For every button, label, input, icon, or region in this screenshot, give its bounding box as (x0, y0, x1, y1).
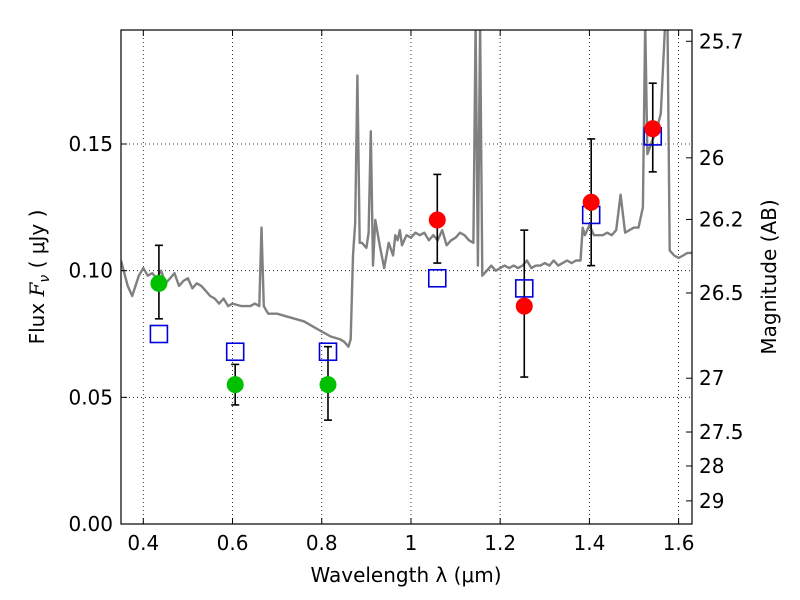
right-tick-label: 26.5 (699, 281, 744, 305)
observed-point-red (582, 193, 600, 211)
x-tick-label: 1 (405, 531, 418, 555)
y-axis-right-title: Magnitude (AB) (757, 199, 781, 354)
model-spectrum-line (121, 30, 692, 348)
spectrum-layer (121, 30, 692, 348)
plot-frame (120, 29, 693, 525)
y-tick-label: 0.15 (68, 132, 113, 156)
x-tick-label: 1.6 (663, 531, 695, 555)
right-tick-label: 26 (699, 146, 724, 170)
observed-point-green (226, 376, 244, 394)
y-axis-left-title-word: Flux (25, 303, 49, 345)
observed-flux-markers (150, 120, 662, 394)
observed-point-red (644, 120, 662, 138)
observed-point-red (515, 297, 533, 315)
y-axis-left-title: Flux Fν ( μJy ) (25, 210, 53, 345)
right-tick-label: 27.5 (699, 420, 744, 444)
model-photometry-square (514, 279, 534, 298)
x-tick-label: 1.2 (484, 531, 516, 555)
y-axis-left-title-symbol: F (25, 281, 49, 297)
x-axis: 0.4 0.6 0.8 1 1.2 1.4 1.6 (127, 30, 695, 555)
y-axis-right: 25.7 26 26.2 26.5 27 27.5 28 29 (686, 29, 744, 513)
right-tick-label: 28 (699, 454, 724, 478)
model-photometry-square (318, 342, 338, 362)
observed-point-red (428, 211, 446, 229)
x-tick-label: 0.4 (127, 531, 159, 555)
x-tick-label: 0.8 (306, 531, 338, 555)
y-tick-label: 0.00 (68, 512, 113, 536)
y-tick-label: 0.05 (68, 385, 113, 409)
grid (121, 30, 692, 524)
right-tick-label: 25.7 (699, 29, 744, 53)
y-axis-left: 0.00 0.05 0.10 0.15 (68, 132, 127, 536)
y-tick-label: 0.10 (68, 259, 113, 283)
x-tick-label: 1.4 (573, 531, 605, 555)
model-photometry-square (149, 324, 169, 344)
right-tick-label: 26.2 (699, 207, 744, 231)
y-axis-left-title-unit: ( μJy ) (25, 210, 49, 269)
observed-point-green (319, 376, 337, 394)
model-photometry-markers (149, 127, 663, 362)
observed-point-green (150, 274, 168, 292)
x-axis-title: Wavelength λ (μm) (310, 563, 501, 587)
model-photometry-square (427, 268, 447, 288)
y-axis-left-title-subscript: ν (37, 275, 53, 283)
right-tick-label: 27 (699, 366, 724, 390)
x-tick-label: 0.6 (217, 531, 249, 555)
model-photometry-square (225, 342, 245, 362)
right-tick-label: 29 (699, 489, 724, 513)
